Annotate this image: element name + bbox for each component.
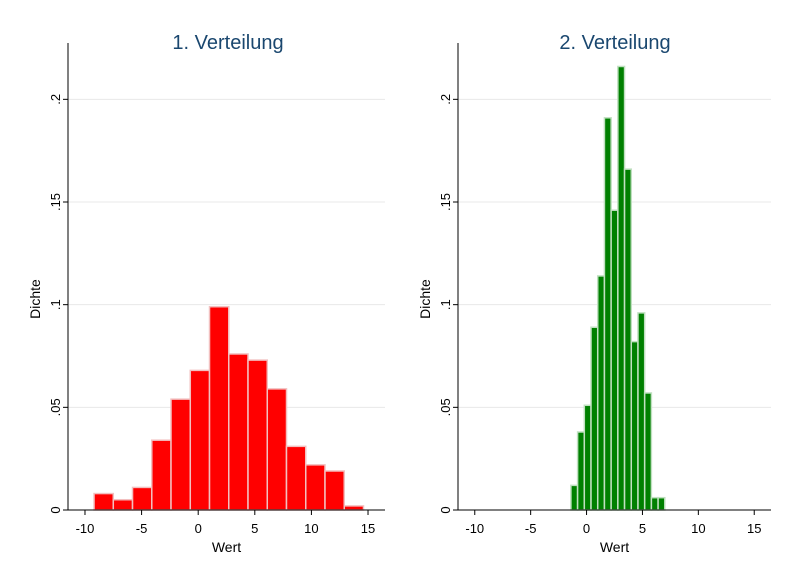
x-tick-label: 0 xyxy=(195,521,202,536)
x-tick-label: 15 xyxy=(747,521,761,536)
histogram-bar xyxy=(343,505,365,511)
histogram-bar xyxy=(623,168,633,511)
histogram-bar xyxy=(590,326,599,511)
histogram-bar xyxy=(247,359,269,511)
histogram-bar xyxy=(583,404,592,511)
x-tick-label: 5 xyxy=(251,521,258,536)
x-tick-label: 10 xyxy=(691,521,705,536)
histogram-bar xyxy=(603,117,612,511)
histogram-panel-2: 2. Verteilung 0 .05 .1 .15 .2 -10 -5 0 5 10 15 Wert D… xyxy=(417,32,771,555)
histogram-bar xyxy=(266,388,288,511)
histogram-bar xyxy=(570,484,579,511)
x-tick-label: -10 xyxy=(465,521,484,536)
histogram-bar xyxy=(657,496,666,511)
y-tick-label: .15 xyxy=(438,193,453,211)
histogram-bar xyxy=(93,492,115,511)
y-tick-label: .2 xyxy=(48,94,63,105)
y-tick-label: .15 xyxy=(48,193,63,211)
y-tick-label: 0 xyxy=(48,506,63,513)
histogram-bar xyxy=(131,486,153,511)
histogram-bar xyxy=(643,392,653,511)
x-axis-label: Wert xyxy=(600,539,629,555)
y-tick-label: .05 xyxy=(48,398,63,416)
histogram-bar xyxy=(324,470,345,511)
histogram-bar xyxy=(228,353,249,511)
chart-title: 2. Verteilung xyxy=(559,32,670,54)
x-tick-label: 5 xyxy=(639,521,646,536)
histogram-bar xyxy=(576,431,586,511)
histogram-bar xyxy=(630,340,639,511)
histogram-bar xyxy=(208,305,230,511)
histogram-bar xyxy=(170,398,192,511)
histogram-bar xyxy=(305,464,326,511)
y-tick-label: 0 xyxy=(438,506,453,513)
y-tick-label: .1 xyxy=(438,299,453,310)
histogram-bar xyxy=(610,209,619,511)
y-tick-label: .2 xyxy=(438,94,453,105)
y-tick-label: .1 xyxy=(48,299,63,310)
y-axis-label: Dichte xyxy=(417,279,433,319)
x-tick-label: 15 xyxy=(361,521,375,536)
histogram-bar xyxy=(112,498,134,511)
x-tick-label: 0 xyxy=(583,521,590,536)
histogram-bar xyxy=(637,312,646,511)
histogram-bar xyxy=(151,439,172,511)
histogram-bar xyxy=(285,445,307,511)
x-tick-label: -10 xyxy=(76,521,95,536)
x-tick-label: 10 xyxy=(304,521,318,536)
x-axis-label: Wert xyxy=(212,539,241,555)
x-tick-label: -5 xyxy=(136,521,148,536)
histogram-panel-1: 1. Verteilung 0 .05 .1 .15 .2 -10 -5 0 5 10 15 Wert D… xyxy=(27,32,385,555)
histogram-bar xyxy=(650,496,659,511)
histogram-bar xyxy=(617,65,626,511)
y-axis-label: Dichte xyxy=(27,279,43,319)
chart-title: 1. Verteilung xyxy=(172,32,283,54)
y-tick-label: .05 xyxy=(438,398,453,416)
histogram-bar xyxy=(596,275,606,511)
histogram-bar xyxy=(189,369,211,511)
x-tick-label: -5 xyxy=(525,521,537,536)
